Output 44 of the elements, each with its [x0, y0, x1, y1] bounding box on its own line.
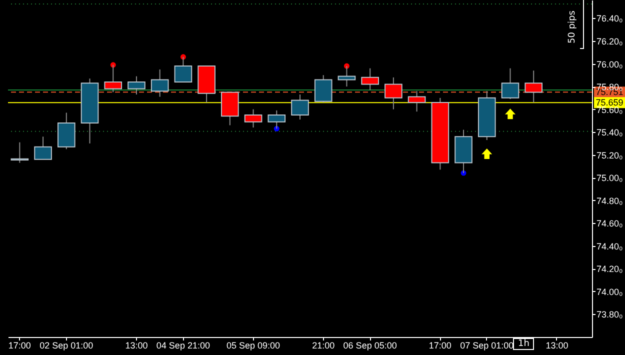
y-tick-label: 75.40₀ [596, 128, 624, 138]
y-tick-label: 75.20₀ [596, 150, 624, 160]
candlestick [408, 90, 426, 112]
candlestick [314, 74, 332, 103]
x-tick-label: 06 Sep 05:00 [343, 340, 397, 350]
x-tick-label: 02 Sep 01:00 [40, 340, 94, 350]
annotation: 50 pips [567, 10, 578, 44]
x-tick-label: 17:00 [8, 340, 31, 350]
candlestick [150, 68, 169, 98]
candlestick [361, 68, 379, 90]
x-tick-label: 13:00 [546, 340, 568, 350]
y-tick-label: 76.20₀ [596, 36, 624, 46]
point [504, 108, 516, 120]
x-tick-label: 04 Sep 21:00 [156, 340, 210, 350]
ref-line-label: 75.659 [596, 98, 624, 108]
y-tick-label: 76.00₀ [596, 59, 624, 70]
x-tick-label: 05 Sep 09:00 [226, 340, 280, 350]
candlestick [10, 142, 29, 164]
candlestick [104, 64, 122, 93]
candlestick [57, 112, 76, 150]
y-tick-label: 74.60₀ [596, 218, 624, 229]
y-tick-label: 74.20₀ [596, 264, 624, 274]
candlestick [501, 68, 520, 100]
y-tick-label: 74.00₀ [596, 286, 624, 297]
x-tick-label: 07 Sep 01:00 [460, 340, 514, 350]
y-tick-label: 73.80₀ [596, 310, 624, 320]
point [482, 148, 492, 159]
candlestick [291, 94, 309, 120]
y-tick-label: 74.80₀ [596, 196, 624, 206]
candlestick [34, 136, 52, 160]
candlestick [128, 76, 146, 95]
y-tick-label: 74.40₀ [596, 241, 624, 252]
x-tick-label: 13:00 [125, 340, 148, 350]
y-tick-label: 76.40₀ [596, 14, 624, 24]
text: 1h [513, 338, 534, 350]
candlestick [524, 70, 543, 103]
x-tick-label: 17:00 [428, 340, 452, 350]
candlestick [221, 92, 239, 126]
candlestick [384, 76, 402, 110]
candlestick [268, 110, 286, 130]
x-tick-label: 21:00 [312, 340, 335, 350]
candlestick [244, 108, 262, 128]
y-tick-label: 75.00₀ [596, 173, 624, 184]
candlestick [174, 56, 192, 82]
